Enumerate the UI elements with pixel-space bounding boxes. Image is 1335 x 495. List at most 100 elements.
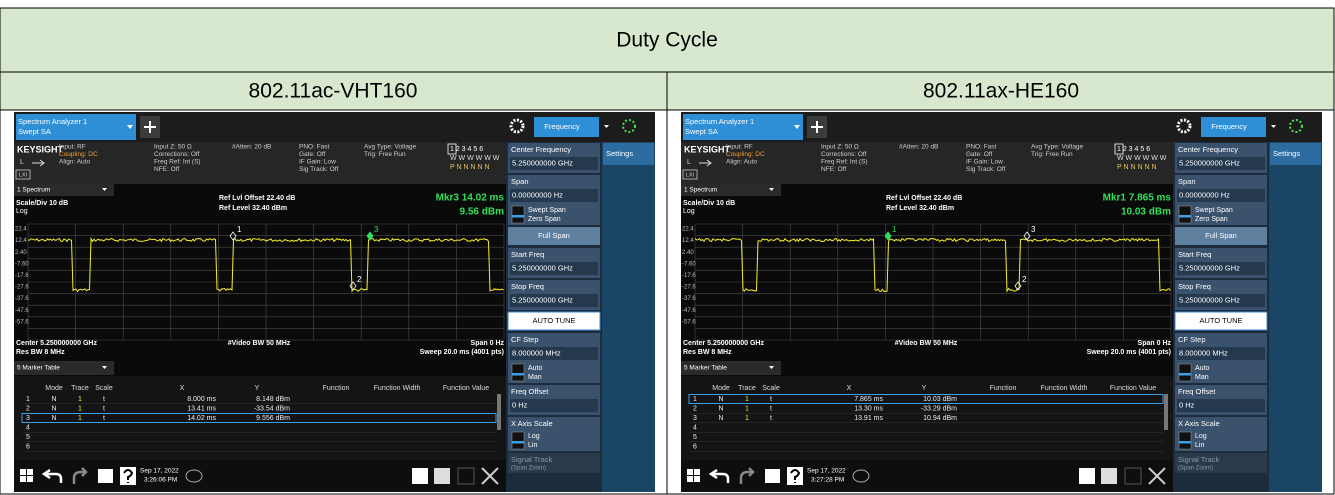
- table-cell: 1: [78, 396, 82, 403]
- redo-icon[interactable]: [72, 467, 88, 484]
- setting-info: Trig: Free Run: [364, 151, 406, 158]
- marker-label: 2: [357, 275, 362, 284]
- panel-label: Stop Freq: [1178, 282, 1211, 291]
- y-axis-label: -17.6: [15, 273, 29, 279]
- panel-value-box: [1177, 294, 1265, 307]
- video-bw: #Video BW 50 MHz: [228, 340, 291, 347]
- chat-icon[interactable]: [852, 469, 870, 483]
- y-axis-label: 12.4: [15, 238, 27, 244]
- keypad-icon[interactable]: [1079, 468, 1095, 484]
- settings-tab[interactable]: [1270, 143, 1321, 165]
- scale-div: Scale/Div 10 dB: [683, 200, 735, 207]
- table-tab[interactable]: [14, 361, 114, 375]
- panel-value: 5.250000000 GHz: [512, 158, 573, 167]
- scrollbar: [1164, 394, 1168, 430]
- panel-option: Auto: [1195, 365, 1210, 372]
- undo-icon[interactable]: [708, 468, 730, 483]
- windows-icon[interactable]: [687, 469, 700, 482]
- help-glyph: [123, 469, 134, 483]
- y-axis-label: 2.40: [682, 250, 694, 256]
- window-tab[interactable]: [14, 184, 114, 196]
- y-axis-label: -57.6: [682, 319, 696, 325]
- touch-icon[interactable]: [1101, 468, 1117, 484]
- window-name: 1 Spectrum: [17, 187, 50, 194]
- menu-name: Frequency: [1211, 122, 1247, 131]
- table-cell: 14.02 ms: [187, 415, 216, 422]
- info-bar: [681, 142, 1269, 184]
- marker-symbol: [1014, 281, 1022, 291]
- table-header: Function: [990, 385, 1017, 392]
- video-bw: #Video BW 50 MHz: [895, 340, 958, 347]
- input-icon: [32, 159, 45, 167]
- panel-button[interactable]: [1175, 227, 1267, 245]
- option-box: [511, 431, 525, 450]
- panel-label: Freq Offset: [511, 387, 549, 396]
- settings-tab[interactable]: [603, 143, 654, 165]
- folder-icon[interactable]: [98, 469, 113, 483]
- panel-button[interactable]: [1174, 311, 1268, 331]
- table-cell: 1: [745, 415, 749, 422]
- header-row: [0, 7, 1335, 73]
- marker-label: 1: [237, 225, 242, 234]
- gear-icon[interactable]: [1176, 118, 1192, 134]
- table-cell: 1: [745, 405, 749, 412]
- panel-value: 0.00000000 Hz: [512, 190, 563, 199]
- y-axis-label: -27.6: [682, 285, 696, 291]
- dropdown-arrow: [794, 125, 800, 129]
- plus-icon: [811, 121, 823, 133]
- app-tab[interactable]: [683, 114, 803, 140]
- undo-icon[interactable]: [41, 468, 63, 483]
- y-axis-label: 12.4: [682, 238, 694, 244]
- app-tab[interactable]: [16, 114, 136, 140]
- table-header: Mode: [45, 385, 63, 392]
- keypad-icon[interactable]: [412, 468, 428, 484]
- menu-tab[interactable]: [1201, 117, 1266, 137]
- y-axis-label: -7.60: [682, 261, 696, 267]
- setting-info: Freq Ref: Int (S): [154, 159, 201, 166]
- table-header: Function Value: [1110, 385, 1156, 392]
- menu-tab[interactable]: [534, 117, 599, 137]
- panel-item[interactable]: [508, 453, 600, 473]
- maximize-icon[interactable]: [1148, 467, 1166, 485]
- touch-icon[interactable]: [434, 468, 450, 484]
- option-indicator: [512, 373, 524, 376]
- table-cell: t: [103, 405, 105, 412]
- window-tab[interactable]: [681, 184, 781, 196]
- maximize-icon[interactable]: [481, 467, 499, 485]
- panel-item[interactable]: [1175, 453, 1267, 473]
- sweep: Sweep 20.0 ms (4001 pts): [1087, 349, 1171, 356]
- panel-value-box: [510, 189, 598, 202]
- table-bg: [681, 376, 1173, 460]
- table-cell: 3: [693, 415, 697, 422]
- chat-icon[interactable]: [185, 469, 203, 483]
- window-arrow: [769, 188, 774, 191]
- layout-icon[interactable]: [457, 467, 475, 485]
- menu-name: Frequency: [544, 122, 580, 131]
- panel-button[interactable]: [507, 311, 601, 331]
- table-cell: t: [770, 396, 772, 403]
- redo-icon[interactable]: [739, 467, 755, 484]
- table-header: Trace: [738, 385, 756, 392]
- setting-info: Align: Auto: [726, 159, 757, 166]
- marker-label: 1: [892, 225, 897, 234]
- windows-icon[interactable]: [20, 469, 33, 482]
- gear-icon[interactable]: [509, 118, 525, 134]
- table-bg: [14, 376, 506, 460]
- panel-label: Start Freq: [1178, 250, 1211, 259]
- setting-info: Trig: Free Run: [1031, 151, 1073, 158]
- panel-value-box: [1177, 189, 1265, 202]
- folder-icon[interactable]: [765, 469, 780, 483]
- panel-value-box: [1177, 347, 1265, 360]
- setting-info: Align: Auto: [59, 159, 90, 166]
- column-label: 802.11ac-VHT160: [249, 80, 418, 103]
- panel-value: 5.250000000 GHz: [512, 263, 573, 272]
- layout-icon[interactable]: [1124, 467, 1142, 485]
- trace-1-box: [447, 143, 457, 155]
- panel-button-label: AUTO TUNE: [1199, 316, 1242, 325]
- trace-flags: P N N N N N: [450, 164, 490, 171]
- table-cell: t: [103, 415, 105, 422]
- table-tab[interactable]: [681, 361, 781, 375]
- table-header: Function Width: [1041, 385, 1088, 392]
- table-header: Function: [323, 385, 350, 392]
- panel-button[interactable]: [508, 227, 600, 245]
